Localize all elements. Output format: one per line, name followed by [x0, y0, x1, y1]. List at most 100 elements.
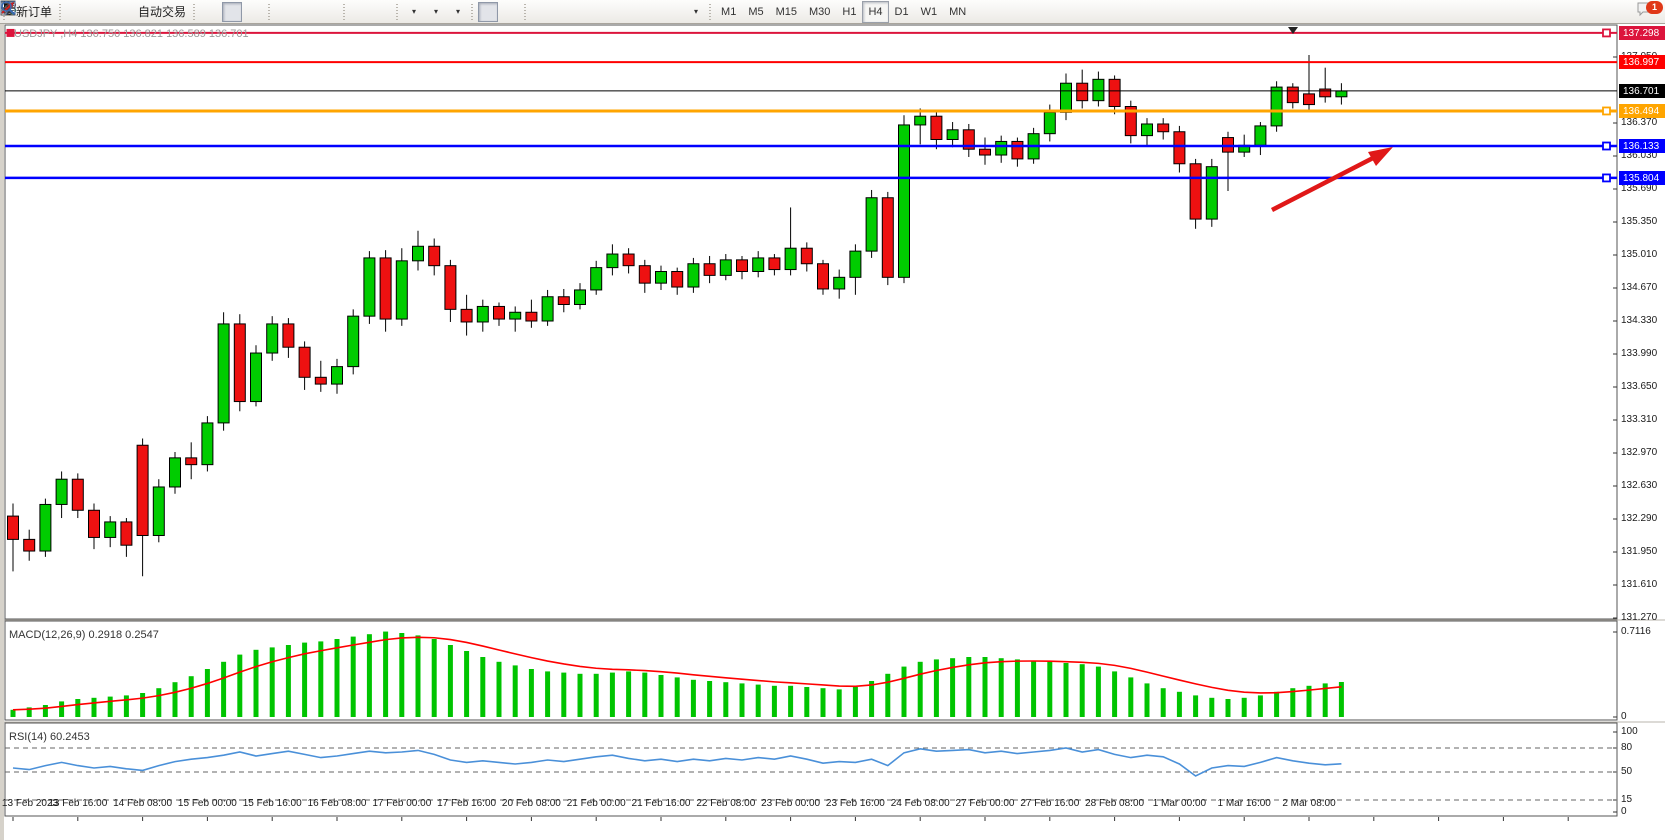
timeframe-m15-button[interactable]: M15	[775, 5, 797, 18]
fibonacci-button[interactable]: F	[1, 2, 639, 22]
price-axis-label: 132.290	[1621, 513, 1658, 524]
macd-histogram-bar	[399, 633, 405, 717]
timeframe-w1-button[interactable]: W1	[920, 5, 938, 18]
text-button[interactable]: A	[3, 1, 661, 22]
candle	[282, 323, 295, 348]
auto-scroll-button[interactable]	[1, 2, 370, 22]
level-handle[interactable]	[1602, 106, 1611, 116]
candle	[671, 271, 684, 288]
macd-histogram-bar	[42, 705, 48, 717]
macd-histogram-bar	[1176, 691, 1182, 717]
notifications-button[interactable]: 1	[1637, 0, 1663, 23]
macd-histogram-bar	[512, 665, 518, 717]
price-axis-label: 133.650	[1621, 381, 1658, 392]
timeframe-d1-button[interactable]: D1	[894, 5, 909, 18]
candle	[914, 115, 927, 126]
level-handle[interactable]	[1602, 28, 1611, 38]
periods-button[interactable]: ▾	[1, 1, 445, 22]
timeframe-h4-button[interactable]: H4	[862, 0, 889, 23]
timeframe-m5-button[interactable]: M5	[748, 5, 764, 18]
level-handle[interactable]	[6, 28, 15, 37]
dropdown-caret-icon[interactable]: ▾	[694, 7, 699, 16]
candle	[1205, 166, 1218, 220]
tile-windows-button[interactable]	[0, 0, 339, 22]
timeframe-h1-button[interactable]: H1	[842, 5, 857, 18]
price-badge: 136.997	[1619, 55, 1665, 69]
candle	[1319, 88, 1332, 98]
new-chart-button[interactable]: ▾	[0, 1, 423, 22]
macd-histogram-bar	[496, 661, 502, 717]
candle	[412, 245, 424, 262]
candle	[250, 352, 262, 403]
dropdown-caret-icon[interactable]: ▾	[434, 7, 439, 16]
candle	[736, 259, 748, 273]
candle	[1011, 140, 1024, 160]
timeframe-mn-button[interactable]: MN	[949, 5, 967, 18]
candle	[23, 538, 36, 552]
auto-trading-button[interactable]: 自动交易	[0, 1, 189, 22]
price-badge: 137.298	[1619, 26, 1665, 40]
horizontal-line-button[interactable]	[1, 2, 573, 22]
macd-histogram-bar	[221, 661, 227, 717]
macd-histogram-bar	[1014, 659, 1020, 717]
timeframe-m30-button[interactable]: M30	[809, 5, 831, 18]
macd-histogram-bar	[1241, 697, 1247, 717]
candle	[39, 503, 52, 552]
macd-histogram-bar	[156, 688, 162, 717]
vertical-line-button[interactable]	[7, 1, 551, 22]
candle	[201, 422, 214, 466]
new-order-button[interactable]: 新订单	[1, 0, 55, 22]
candle	[1157, 123, 1170, 133]
navigator-button[interactable]	[1, 1, 130, 22]
bar-chart-button[interactable]	[1, 2, 220, 22]
zoom-out-button[interactable]	[1, 1, 317, 22]
date-axis-label: 23 Feb 16:00	[825, 798, 885, 809]
arrows-button[interactable]: ▾	[1, 2, 705, 22]
chart-shift-button[interactable]	[1, 2, 392, 22]
level-handle[interactable]	[1602, 173, 1611, 183]
dropdown-caret-icon[interactable]: ▾	[412, 7, 417, 16]
market-watch-button[interactable]	[0, 0, 86, 22]
macd-histogram-bar	[674, 677, 680, 717]
text-label-button[interactable]: T	[1, 2, 683, 22]
candle	[752, 257, 765, 273]
macd-histogram-bar	[528, 669, 534, 717]
timeframe-m1-button[interactable]: M1	[721, 5, 737, 18]
date-axis-label: 20 Feb 08:00	[501, 798, 561, 809]
level-handle[interactable]	[1602, 141, 1611, 151]
candle	[849, 250, 862, 278]
line-chart-button[interactable]	[0, 1, 264, 22]
zoom-in-button[interactable]	[1, 1, 295, 22]
search-icon	[1, 1, 16, 16]
equidistant-channel-button[interactable]: E	[0, 1, 617, 22]
macd-histogram-bar	[788, 685, 794, 717]
macd-histogram-bar	[593, 673, 599, 717]
crosshair-button[interactable]	[1, 1, 520, 22]
macd-histogram-bar	[885, 673, 891, 717]
macd-histogram-bar	[237, 654, 243, 717]
templates-button[interactable]: ▾	[0, 1, 467, 22]
candle	[833, 276, 846, 290]
trend-arrow[interactable]	[1270, 155, 1375, 213]
notification-badge: 1	[1646, 0, 1663, 14]
trendline-button[interactable]	[1, 2, 595, 22]
data-window-button[interactable]	[0, 1, 108, 22]
rsi-axis-label: 100	[1621, 726, 1638, 737]
chart-shift-marker[interactable]	[1288, 27, 1298, 34]
candle-chart-button[interactable]	[2, 1, 243, 22]
candle	[509, 311, 522, 320]
label-icon: T	[1, 2, 15, 15]
candle	[428, 245, 441, 267]
candle	[185, 457, 198, 466]
date-axis-label: 22 Feb 08:00	[696, 798, 756, 809]
date-axis-label: 13 Feb 2023	[1, 798, 59, 809]
search-button[interactable]	[1, 1, 1636, 22]
trend-arrow-head[interactable]	[1368, 147, 1393, 166]
date-axis-label: 17 Feb 16:00	[437, 798, 497, 809]
cursor-button[interactable]	[4, 1, 499, 22]
candle	[784, 247, 797, 271]
macd-histogram-bar	[1128, 677, 1134, 717]
toolbar-group-grip	[341, 2, 349, 21]
price-axis-label: 131.950	[1621, 546, 1658, 557]
dropdown-caret-icon[interactable]: ▾	[456, 7, 461, 16]
